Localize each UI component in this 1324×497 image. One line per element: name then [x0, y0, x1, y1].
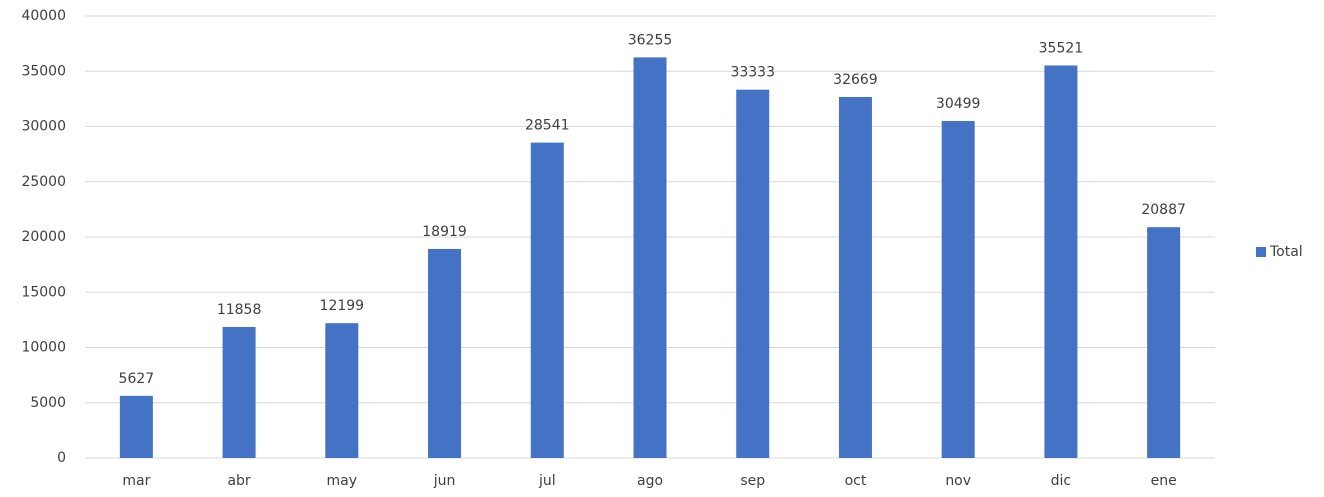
y-tick-label: 15000 — [21, 284, 66, 300]
y-tick-label: 5000 — [30, 395, 66, 411]
x-tick-label: nov — [945, 473, 971, 489]
x-tick-label: abr — [227, 473, 250, 489]
bar — [633, 57, 667, 458]
x-tick-label: jun — [433, 473, 456, 489]
x-tick-label: jul — [538, 473, 556, 489]
y-tick-label: 0 — [57, 450, 66, 466]
y-tick-label: 35000 — [21, 63, 66, 79]
legend-swatch — [1256, 247, 1266, 257]
bar — [1147, 227, 1181, 458]
data-label: 11858 — [217, 302, 262, 318]
bar — [222, 326, 256, 458]
data-label: 33333 — [730, 65, 775, 81]
data-label: 30499 — [936, 96, 981, 112]
x-tick-label: may — [327, 473, 358, 489]
legend-label: Total — [1269, 244, 1303, 260]
x-tick-label: mar — [122, 473, 150, 489]
bar — [119, 395, 153, 458]
data-label: 35521 — [1039, 40, 1084, 56]
y-tick-label: 10000 — [21, 340, 66, 356]
data-label: 20887 — [1141, 202, 1186, 218]
y-tick-label: 25000 — [21, 174, 66, 190]
data-label: 36255 — [628, 32, 673, 48]
y-tick-label: 40000 — [21, 8, 66, 24]
x-tick-label: sep — [740, 473, 765, 489]
bar — [325, 323, 359, 458]
data-label: 12199 — [320, 298, 365, 314]
data-label: 5627 — [119, 371, 155, 387]
bar — [428, 248, 462, 458]
x-tick-label: ene — [1151, 473, 1177, 489]
y-tick-label: 30000 — [21, 119, 66, 135]
bar — [1044, 65, 1078, 458]
y-tick-label: 20000 — [21, 229, 66, 245]
bar — [838, 97, 872, 458]
data-label: 18919 — [422, 224, 467, 240]
bar — [530, 142, 564, 458]
bar — [736, 89, 770, 458]
bar — [941, 120, 975, 458]
x-tick-label: dic — [1051, 473, 1071, 489]
x-tick-label: oct — [845, 473, 867, 489]
data-label: 28541 — [525, 118, 570, 134]
data-label: 32669 — [833, 72, 878, 88]
x-tick-label: ago — [637, 473, 663, 489]
